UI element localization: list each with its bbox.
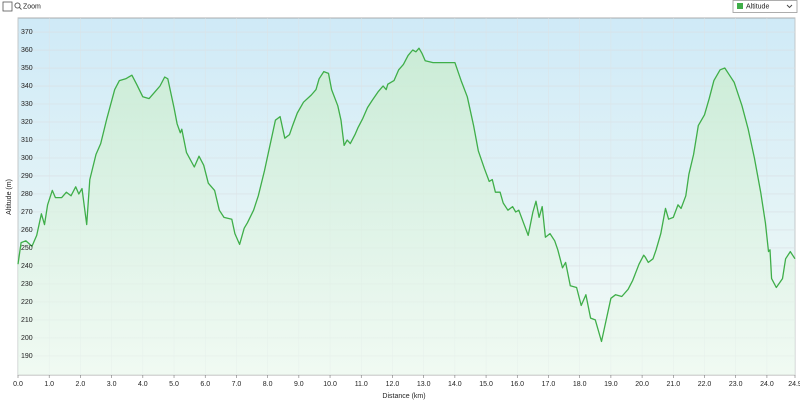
y-tick-label: 360 (21, 47, 33, 54)
dropdown-chevron (786, 4, 793, 9)
dropdown-box[interactable] (732, 0, 798, 13)
legend-swatch (737, 3, 743, 9)
y-tick-label: 330 (21, 101, 33, 108)
x-tick-label: 24.0 (760, 381, 774, 388)
y-tick-label: 370 (21, 29, 33, 36)
x-tick-label: 8.0 (263, 381, 273, 388)
y-axis-title: Altitude (m) (6, 179, 13, 215)
axis-labels: 190 200 210 220 230 240 250 260 270 280 290 300 310 3… (13, 29, 800, 388)
y-tick-label: 280 (21, 191, 33, 198)
dropdown-label[interactable]: Altitude (746, 3, 769, 10)
y-tick-label: 270 (21, 209, 33, 216)
x-tick-label: 2.0 (76, 381, 86, 388)
x-tick-label: 0.0 (13, 381, 23, 388)
x-tick-label: 9.0 (294, 381, 304, 388)
y-tick-label: 190 (21, 353, 33, 360)
plot (17, 47, 796, 375)
y-tick-label: 350 (21, 65, 33, 72)
altitude-line (17, 47, 796, 343)
y-tick-label: 320 (21, 119, 33, 126)
zoom-checkbox[interactable] (2, 1, 13, 12)
series-dropdown[interactable]: Altitude (732, 0, 798, 13)
x-tick-label: 20.0 (635, 381, 649, 388)
x-tick-label: 10.0 (323, 381, 337, 388)
x-tick-label: 3.0 (107, 381, 117, 388)
y-tick-label: 230 (21, 281, 33, 288)
zoom-label[interactable]: Zoom (23, 3, 41, 10)
y-tick-label: 200 (21, 335, 33, 342)
x-tick-label: 11.0 (355, 381, 368, 388)
x-tick-label: 12.0 (386, 381, 400, 388)
y-tick-label: 290 (21, 173, 33, 180)
x-tick-label: 24.9 (788, 381, 800, 388)
x-tick-label: 14.0 (448, 381, 462, 388)
y-tick-label: 260 (21, 227, 33, 234)
y-tick-label: 210 (21, 317, 33, 324)
x-tick-label: 13.0 (417, 381, 431, 388)
x-tick-label: 21.0 (666, 381, 680, 388)
y-tick-label: 220 (21, 299, 33, 306)
x-tick-label: 23.0 (729, 381, 743, 388)
y-tick-label: 340 (21, 83, 33, 90)
y-tick-label: 250 (21, 245, 33, 252)
x-tick-label: 16.0 (510, 381, 524, 388)
x-axis-title: Distance (km) (382, 393, 425, 400)
zoom-icon (14, 2, 22, 10)
x-tick-label: 6.0 (200, 381, 210, 388)
x-tick-label: 17.0 (542, 381, 556, 388)
altitude-area (18, 48, 795, 375)
x-tick-label: 19.0 (604, 381, 618, 388)
y-tick-label: 310 (21, 137, 33, 144)
x-tick-label: 15.0 (479, 381, 493, 388)
y-tick-label: 240 (21, 263, 33, 270)
x-tick-label: 4.0 (138, 381, 148, 388)
x-tick-label: 18.0 (573, 381, 587, 388)
x-tick-label: 7.0 (232, 381, 242, 388)
x-tick-label: 22.0 (698, 381, 712, 388)
x-tick-label: 1.0 (44, 381, 54, 388)
y-tick-label: 300 (21, 155, 33, 162)
x-tick-label: 5.0 (169, 381, 179, 388)
